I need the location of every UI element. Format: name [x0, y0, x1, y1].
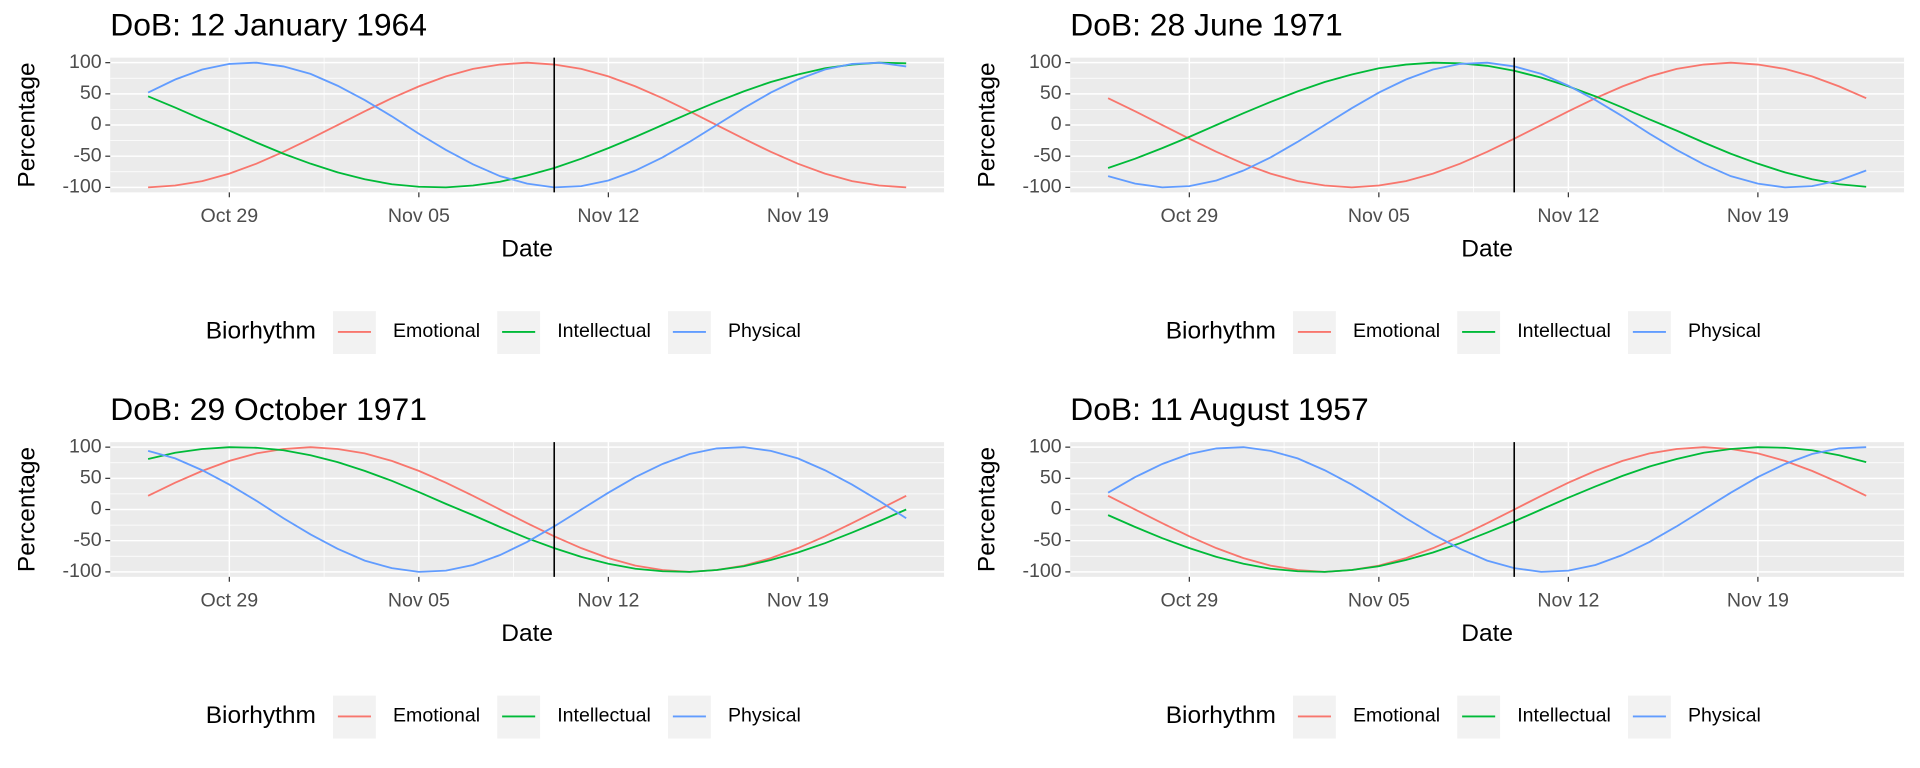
x-tick-label: Oct 29 — [1160, 590, 1218, 612]
x-axis-title: Date — [1461, 235, 1513, 262]
chart: -100 -50 0 50 100 Oct 29 Nov 05 Nov 12 Nov 19 DoB… — [14, 6, 945, 354]
y-tick-label: -50 — [73, 144, 101, 166]
legend-label: Intellectual — [557, 705, 651, 727]
legend-label: Physical — [728, 705, 801, 727]
x-tick-label: Nov 19 — [767, 590, 829, 612]
series-line — [147, 446, 907, 573]
x-axis-title: Date — [501, 620, 553, 647]
series-line — [1107, 446, 1867, 573]
y-axis-title: Percentage — [974, 62, 1001, 187]
chart-title: DoB: 28 June 1971 — [1070, 6, 1343, 42]
chart-title: DoB: 11 August 1957 — [1070, 391, 1368, 427]
chart: -100 -50 0 50 100 Oct 29 Nov 05 Nov 12 Nov 19 DoB… — [14, 391, 945, 739]
legend-title: Biorhythm — [1166, 317, 1276, 344]
legend-label: Physical — [728, 320, 801, 342]
x-tick-label: Nov 19 — [1727, 590, 1789, 612]
series-line — [1107, 446, 1867, 573]
chart-title: DoB: 29 October 1971 — [110, 391, 427, 427]
x-tick-label: Oct 29 — [1160, 205, 1218, 227]
series-line — [1107, 61, 1867, 189]
series-line — [147, 61, 907, 189]
x-tick-label: Nov 05 — [1348, 205, 1410, 227]
x-tick-label: Nov 05 — [1348, 590, 1410, 612]
y-tick-label: 0 — [91, 498, 102, 520]
y-tick-label: -100 — [62, 176, 101, 198]
y-tick-label: 50 — [1040, 467, 1062, 489]
x-tick-label: Nov 12 — [1537, 205, 1599, 227]
y-tick-label: 0 — [1051, 113, 1062, 135]
y-tick-label: -50 — [1033, 144, 1061, 166]
legend-label: Intellectual — [1517, 705, 1611, 727]
y-tick-label: 50 — [80, 467, 102, 489]
y-tick-label: -100 — [1022, 560, 1061, 582]
series-line — [147, 61, 907, 189]
y-axis-title: Percentage — [974, 447, 1001, 572]
legend-title: Biorhythm — [1166, 702, 1276, 729]
legend-label: Intellectual — [557, 320, 651, 342]
y-tick-label: 100 — [69, 51, 102, 73]
series-line — [147, 446, 907, 573]
x-tick-label: Nov 19 — [1727, 205, 1789, 227]
legend-label: Emotional — [393, 320, 480, 342]
y-tick-label: 100 — [69, 435, 102, 457]
legend-label: Intellectual — [1517, 320, 1611, 342]
y-tick-label: 0 — [91, 113, 102, 135]
y-axis-title: Percentage — [14, 62, 41, 187]
y-tick-label: -50 — [1033, 529, 1061, 551]
series-line — [148, 61, 907, 189]
x-tick-label: Nov 05 — [388, 205, 450, 227]
x-tick-label: Nov 19 — [767, 205, 829, 227]
series-line — [1107, 446, 1867, 573]
y-tick-label: -100 — [1022, 176, 1061, 198]
y-tick-label: 100 — [1029, 435, 1062, 457]
chart: -100 -50 0 50 100 Oct 29 Nov 05 Nov 12 Nov 19 DoB… — [974, 6, 1905, 354]
x-tick-label: Nov 12 — [1537, 590, 1599, 612]
legend-label: Physical — [1688, 705, 1761, 727]
x-tick-label: Nov 05 — [388, 590, 450, 612]
x-tick-label: Oct 29 — [200, 205, 258, 227]
legend-label: Emotional — [1353, 705, 1440, 727]
y-tick-label: 0 — [1051, 498, 1062, 520]
chart-title: DoB: 12 January 1964 — [110, 6, 427, 42]
legend-label: Emotional — [1353, 320, 1440, 342]
series-line — [1107, 61, 1867, 188]
y-tick-label: 100 — [1029, 51, 1062, 73]
x-axis-title: Date — [1461, 620, 1513, 647]
legend-title: Biorhythm — [206, 317, 316, 344]
y-tick-label: -100 — [62, 560, 101, 582]
y-axis-title: Percentage — [14, 447, 41, 572]
chart: -100 -50 0 50 100 Oct 29 Nov 05 Nov 12 Nov 19 DoB… — [974, 391, 1905, 739]
x-tick-label: Nov 12 — [577, 205, 639, 227]
x-axis-title: Date — [501, 235, 553, 262]
y-tick-label: -50 — [73, 529, 101, 551]
series-line — [1107, 61, 1867, 189]
legend-title: Biorhythm — [206, 702, 316, 729]
legend-label: Physical — [1688, 320, 1761, 342]
y-tick-label: 50 — [1040, 82, 1062, 104]
x-tick-label: Oct 29 — [200, 590, 258, 612]
series-line — [147, 446, 907, 573]
legend-label: Emotional — [393, 705, 480, 727]
y-tick-label: 50 — [80, 82, 102, 104]
x-tick-label: Nov 12 — [577, 590, 639, 612]
